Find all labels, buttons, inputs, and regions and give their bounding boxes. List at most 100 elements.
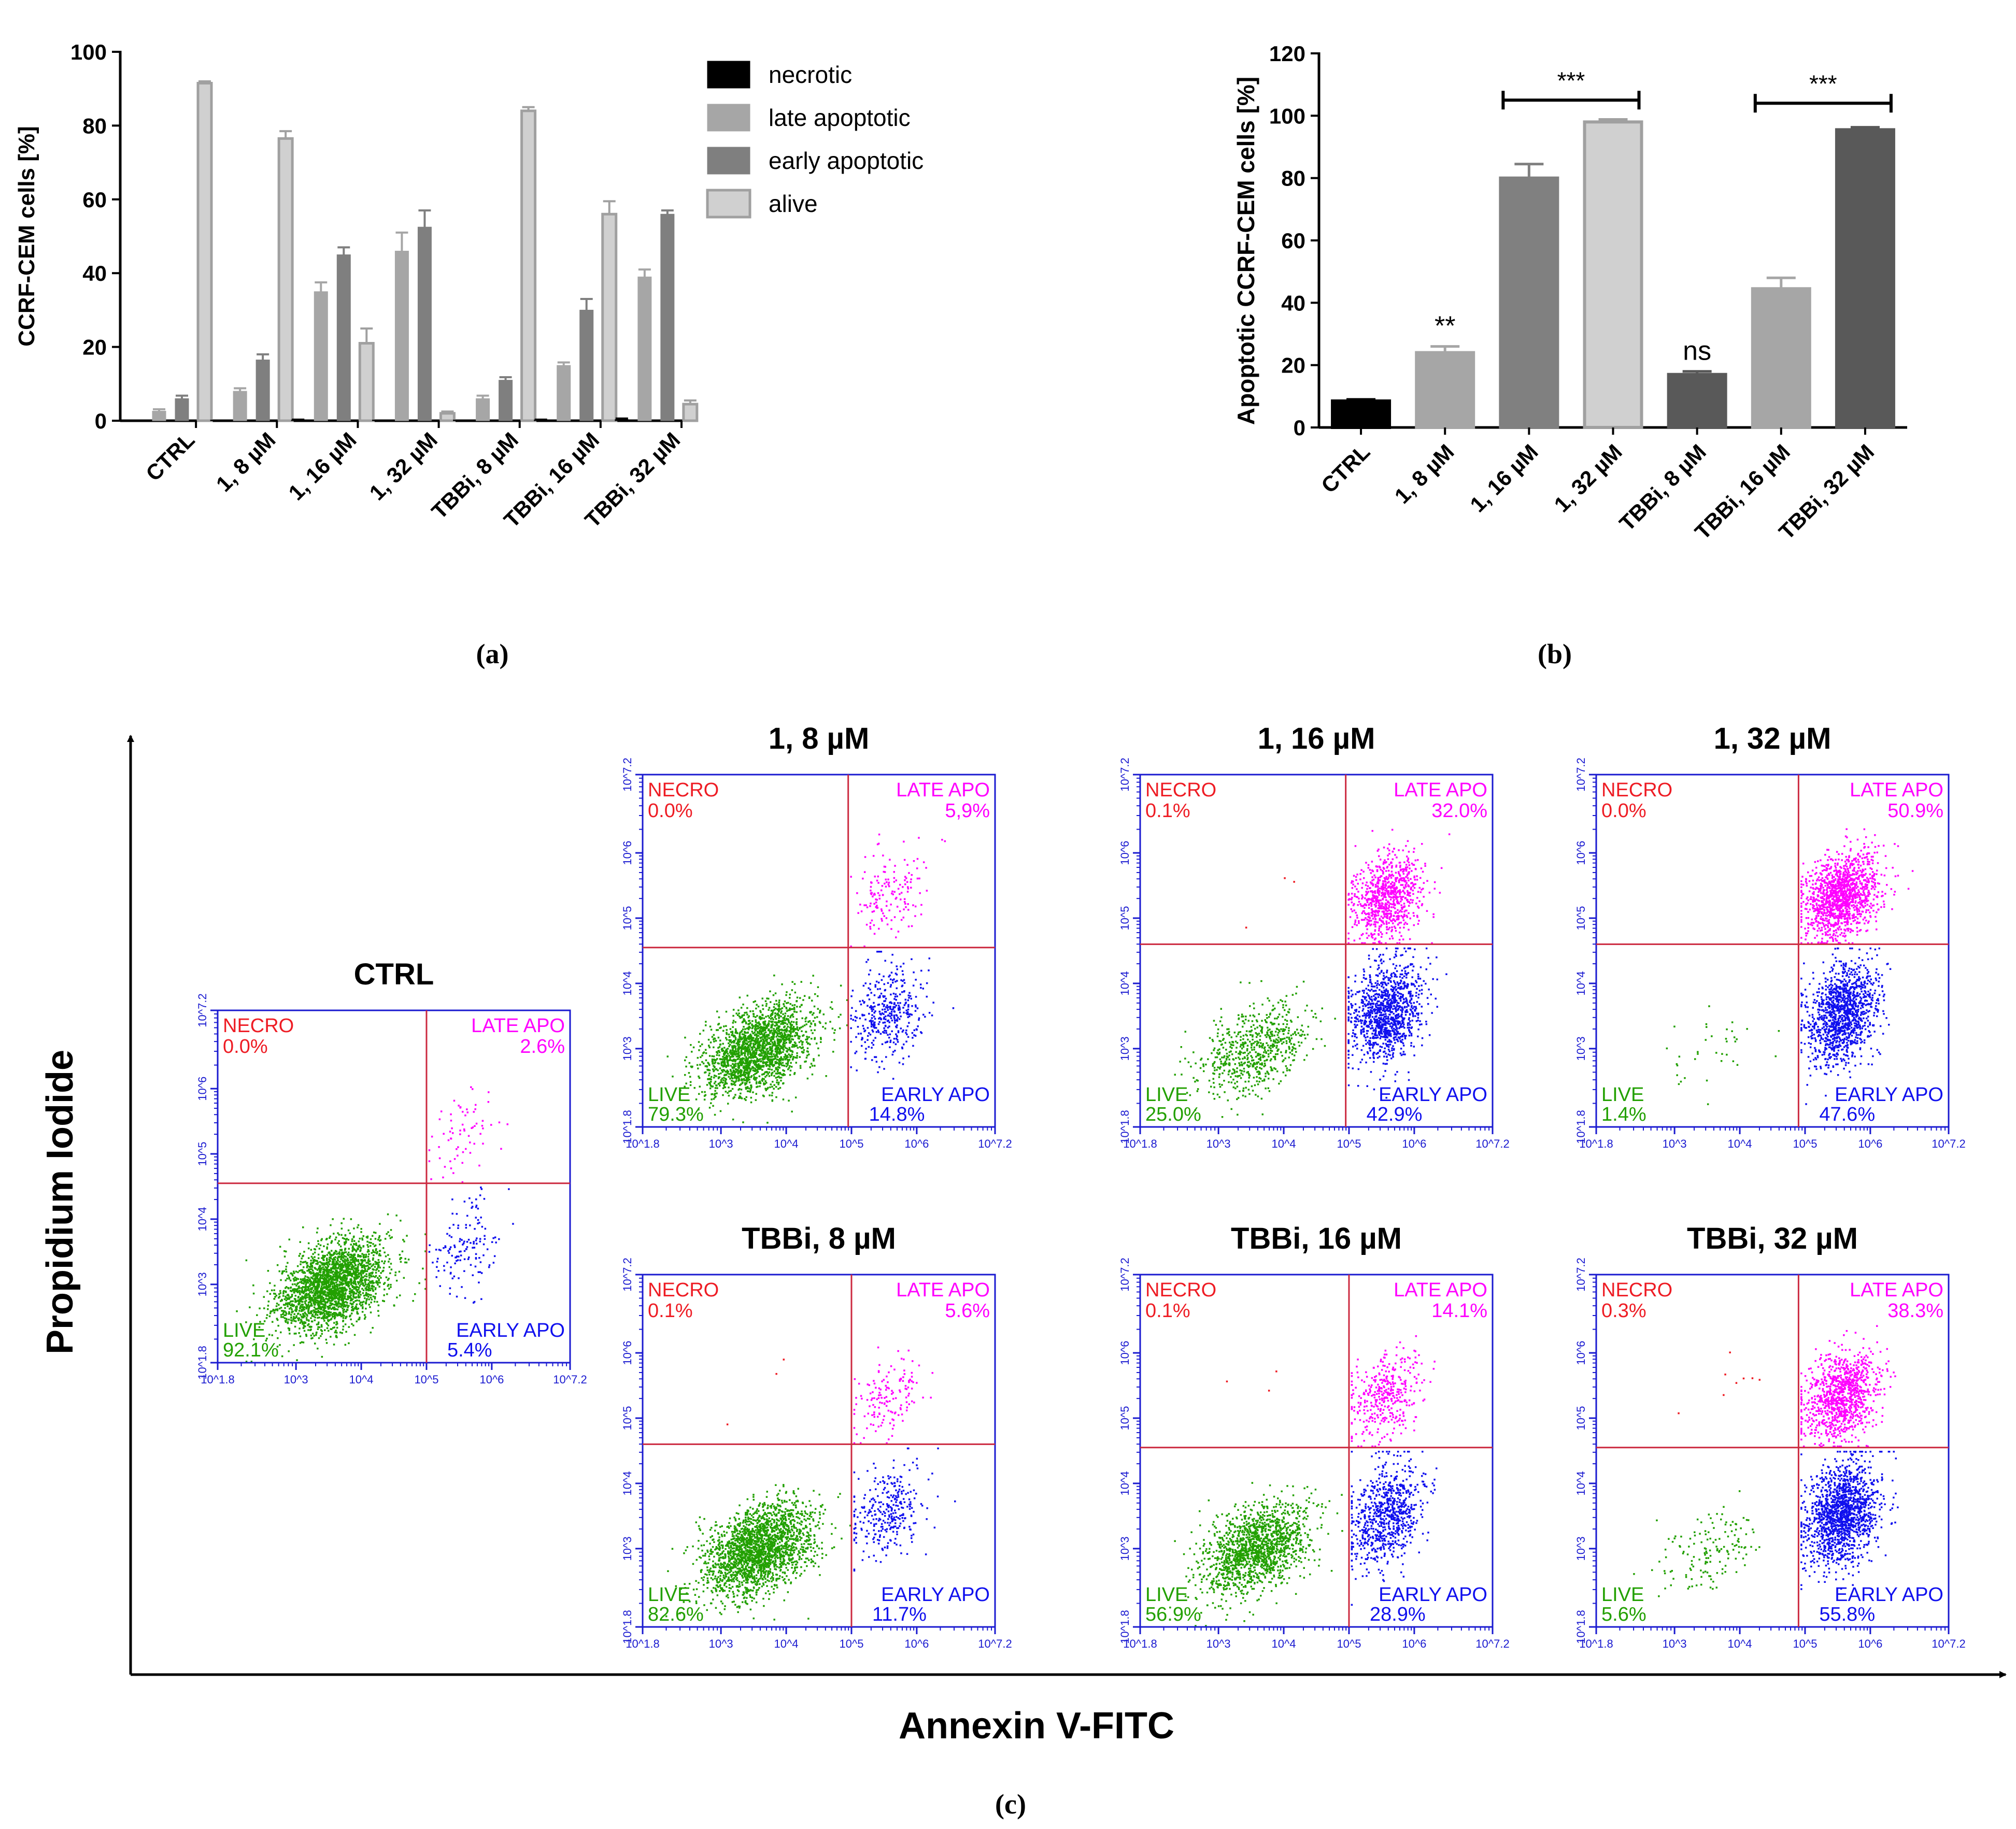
scatter-point (339, 1284, 341, 1286)
scatter-point (755, 1049, 757, 1051)
scatter-point (786, 1048, 788, 1050)
scatter-point (304, 1322, 306, 1324)
scatter-point (734, 1081, 736, 1083)
scatter-point (306, 1279, 308, 1281)
scatter-point (329, 1237, 331, 1239)
scatter-point (267, 1305, 269, 1307)
scatter-point (335, 1281, 337, 1283)
scatter-point (331, 1279, 334, 1281)
scatter-point (345, 1298, 348, 1301)
scatter-point (451, 1198, 453, 1201)
scatter-point (362, 1255, 364, 1257)
scatter-point (340, 1257, 343, 1259)
scatter-point (764, 1045, 766, 1047)
x-tick-label-c: 10^6 (479, 1373, 504, 1386)
scatter-point (291, 1320, 293, 1322)
scatter-point (726, 1051, 728, 1053)
scatter-point (808, 1053, 810, 1055)
scatter-point (719, 1067, 721, 1069)
scatter-point (750, 1035, 753, 1037)
scatter-point (345, 1284, 347, 1286)
scatter-point (307, 1288, 309, 1290)
scatter-point (697, 1056, 699, 1059)
scatter-point (764, 1000, 767, 1002)
scatter-point (732, 1052, 735, 1054)
scatter-point (293, 1270, 295, 1273)
scatter-point (340, 1253, 343, 1255)
scatter-point (388, 1278, 390, 1280)
scatter-point (316, 1295, 319, 1297)
scatter-point (353, 1291, 356, 1293)
scatter-point (751, 1024, 754, 1027)
scatter-point (747, 1037, 749, 1039)
scatter-point (355, 1242, 357, 1245)
scatter-point (252, 1292, 255, 1295)
scatter-point (716, 1054, 718, 1056)
scatter-point (327, 1320, 330, 1322)
scatter-point (330, 1275, 332, 1277)
scatter-point (369, 1281, 371, 1283)
scatter-point (362, 1306, 364, 1308)
scatter-point (717, 1083, 720, 1085)
scatter-point (784, 1058, 786, 1060)
scatter-point (332, 1274, 334, 1276)
scatter-point (306, 1314, 308, 1316)
scatter-point (716, 1092, 718, 1094)
scatter-point (747, 1028, 750, 1031)
scatter-point (742, 1003, 744, 1006)
scatter-point (377, 1314, 380, 1317)
scatter-point (338, 1303, 340, 1305)
scatter-point (735, 1063, 737, 1065)
scatter-point (787, 1068, 789, 1070)
scatter-point (767, 1050, 769, 1053)
scatter-point (293, 1298, 296, 1300)
scatter-point (745, 1099, 747, 1101)
scatter-point (463, 1128, 465, 1131)
scatter-point (347, 1266, 350, 1268)
scatter-point (740, 1083, 742, 1085)
scatter-point (363, 1279, 366, 1281)
scatter-point (377, 1277, 379, 1279)
scatter-point (298, 1255, 301, 1257)
scatter-point (356, 1286, 359, 1288)
scatter-point (750, 1042, 752, 1045)
scatter-point (288, 1329, 290, 1332)
scatter-point (463, 1270, 465, 1272)
scatter-point (285, 1270, 288, 1273)
scatter-point (771, 1045, 773, 1048)
scatter-point (771, 1036, 773, 1039)
scatter-point (281, 1273, 283, 1275)
scatter-point (321, 1312, 323, 1315)
scatter-point (339, 1296, 342, 1298)
scatter-point (285, 1290, 287, 1293)
scatter-point (759, 1082, 761, 1084)
scatter-point (320, 1292, 322, 1294)
scatter-point (743, 1034, 745, 1036)
scatter-point (351, 1312, 353, 1314)
scatter-point (757, 1037, 759, 1040)
scatter-point (301, 1295, 303, 1297)
scatter-point (308, 1305, 310, 1307)
scatter-point (468, 1256, 470, 1259)
scatter-point (753, 1032, 755, 1035)
scatter-point (464, 1114, 466, 1117)
scatter-point (364, 1278, 367, 1280)
scatter-point (326, 1268, 329, 1270)
scatter-point (741, 1046, 743, 1048)
scatter-point (375, 1271, 377, 1274)
scatter-point (745, 1042, 747, 1045)
scatter-point (383, 1300, 385, 1303)
scatter-point (761, 1080, 763, 1082)
scatter-point (763, 1095, 765, 1097)
scatter-point (368, 1277, 371, 1279)
scatter-point (459, 1133, 461, 1135)
scatter-point (379, 1281, 381, 1284)
scatter-point (302, 1255, 304, 1258)
scatter-point (301, 1306, 304, 1308)
scatter-point (776, 1040, 778, 1042)
scatter-point (350, 1299, 353, 1302)
scatter-point (793, 1073, 796, 1075)
scatter-point (339, 1265, 342, 1268)
scatter-point (709, 1041, 712, 1044)
scatter-point (796, 1021, 798, 1023)
